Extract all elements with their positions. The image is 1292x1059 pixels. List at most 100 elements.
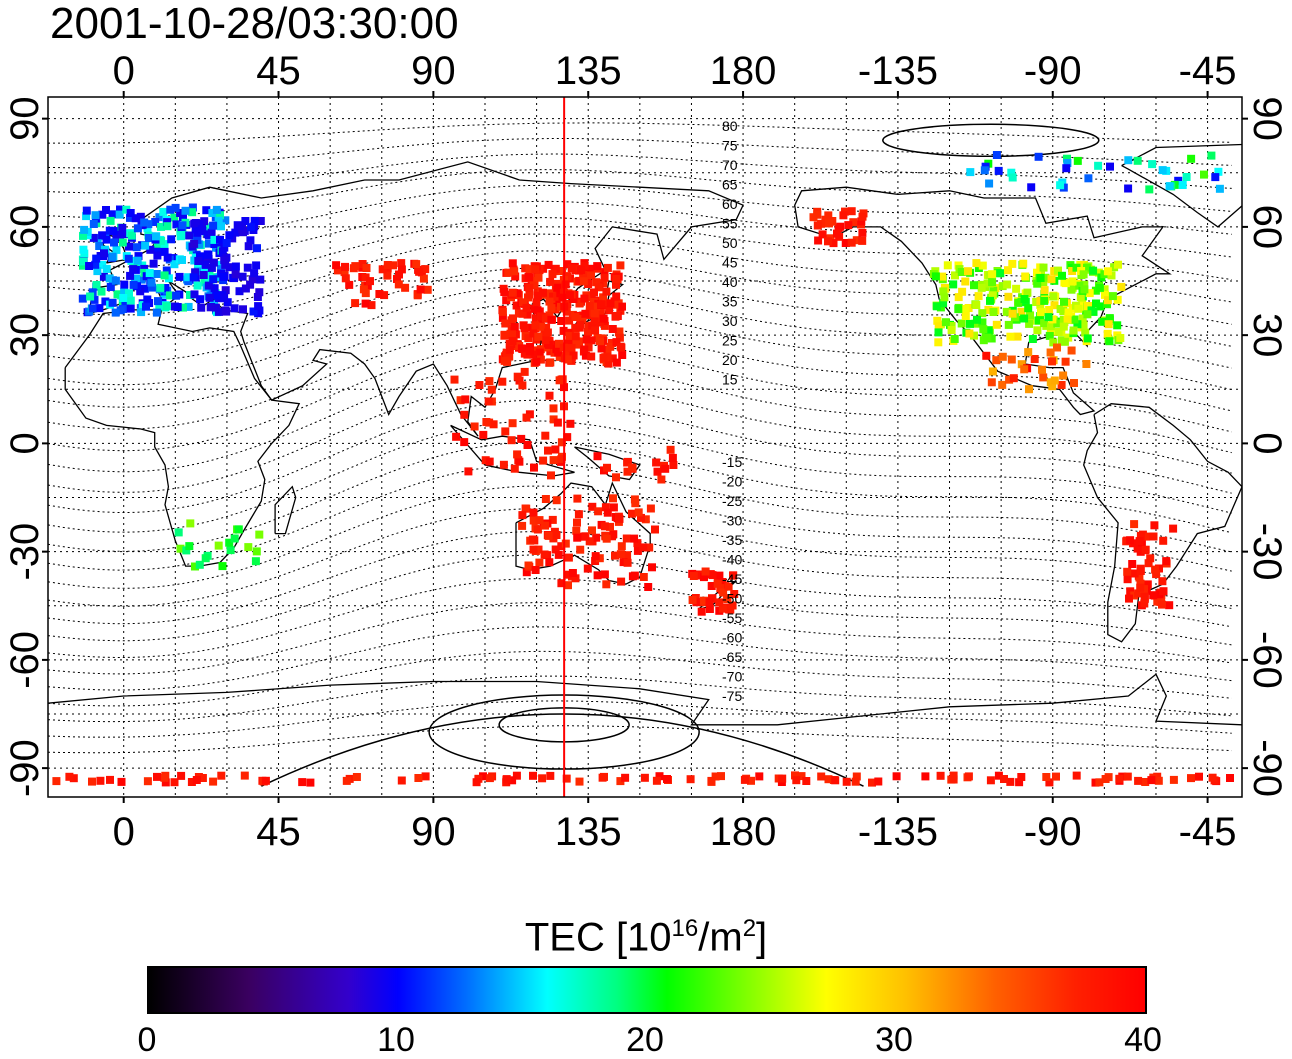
contour-line <box>48 250 1232 340</box>
tec-cell <box>1124 156 1133 165</box>
tec-cell <box>256 217 265 225</box>
tec-cell <box>244 543 253 552</box>
tec-cell <box>218 562 227 571</box>
tec-cell <box>1089 266 1098 275</box>
tec-cell <box>211 303 220 312</box>
tec-cell <box>1133 156 1142 165</box>
tec-cell <box>598 773 607 782</box>
tec-cell <box>1047 275 1056 284</box>
tec-cell <box>612 274 621 283</box>
tec-cell <box>824 237 832 246</box>
tec-cell <box>151 232 160 241</box>
tec-cell <box>1134 776 1143 785</box>
tec-cell <box>143 224 152 233</box>
tec-cell <box>932 302 941 311</box>
tec-cell <box>176 209 185 217</box>
tec-cell <box>857 217 866 226</box>
tec-cell <box>547 315 556 324</box>
tec-cell <box>1046 348 1055 357</box>
tec-cell <box>1008 259 1017 268</box>
tec-cell <box>1116 334 1125 342</box>
tec-cell <box>574 510 583 519</box>
coast-newguinea <box>574 446 641 481</box>
tec-cell <box>612 473 620 482</box>
contour-label: 75 <box>722 138 738 154</box>
tec-cell <box>244 242 253 251</box>
colorbar-tick-0: 0 <box>137 1021 157 1059</box>
tec-cell <box>484 397 493 406</box>
tec-cell <box>608 354 617 363</box>
tec-cell <box>545 391 554 400</box>
tec-cell <box>1135 537 1144 546</box>
tec-cell <box>973 315 981 324</box>
tec-cell <box>145 234 153 242</box>
tec-cell <box>1095 283 1104 292</box>
tec-cell <box>633 539 642 548</box>
tec-cell <box>529 545 538 554</box>
tec-cell <box>207 263 216 272</box>
tec-cell <box>1136 567 1145 575</box>
tec-cell <box>565 316 574 325</box>
tec-cell <box>612 338 621 347</box>
tec-cell <box>1039 373 1048 382</box>
tec-cell <box>602 580 611 589</box>
contour-line <box>48 578 1232 659</box>
left-lat-label: -90 <box>3 739 47 797</box>
tec-cell <box>615 327 624 336</box>
tec-cell <box>588 321 597 330</box>
tec-cell <box>1123 575 1132 584</box>
tec-cell <box>694 571 703 580</box>
tec-cell <box>1126 536 1135 545</box>
tec-cell <box>223 298 232 307</box>
tec-cell <box>155 301 164 310</box>
tec-cell <box>989 308 998 316</box>
tec-cell <box>602 287 611 296</box>
tec-cell <box>512 301 521 310</box>
tec-cell <box>523 441 532 449</box>
tec-cell <box>140 218 149 227</box>
tec-cell <box>212 205 221 214</box>
tec-cell <box>998 282 1007 291</box>
tec-cell <box>1087 306 1096 315</box>
tec-cell <box>129 280 138 289</box>
tec-cell <box>1067 346 1076 355</box>
tec-cell <box>1049 338 1058 347</box>
tec-cell <box>1050 376 1059 385</box>
tec-cell <box>591 557 600 565</box>
tec-cell <box>588 502 597 511</box>
coast-antarctica <box>48 673 1242 726</box>
tec-cell <box>79 245 88 254</box>
tec-cell <box>941 318 950 327</box>
tec-cell <box>557 317 566 325</box>
tec-cell <box>498 307 507 316</box>
tec-cell <box>510 464 519 473</box>
tec-cell <box>611 551 619 560</box>
tec-cell <box>940 293 949 302</box>
tec-cell <box>555 352 564 361</box>
tec-cell <box>715 571 724 580</box>
tec-cell <box>1147 776 1156 785</box>
tec-cell <box>1053 343 1061 352</box>
tec-cell <box>378 265 387 274</box>
tec-cell <box>241 217 250 225</box>
contour-label: -45 <box>722 571 742 587</box>
tec-cell <box>238 272 247 281</box>
tec-cell <box>533 291 542 300</box>
contour-label: 20 <box>722 352 738 368</box>
tec-cell <box>1100 285 1109 294</box>
right-lat-label: 60 <box>1245 205 1289 250</box>
contour-label: 35 <box>722 294 738 310</box>
tec-cell <box>601 503 610 512</box>
tec-cell <box>124 254 133 263</box>
tec-cell <box>172 220 181 229</box>
tec-cell <box>988 270 997 279</box>
tec-cell <box>298 778 307 787</box>
tec-cell <box>892 772 901 781</box>
tec-cell <box>938 272 947 281</box>
tec-cell <box>557 542 566 551</box>
contour-label: -35 <box>722 532 742 548</box>
tec-cell <box>105 274 114 283</box>
bottom-lon-label: 180 <box>710 810 777 854</box>
top-lon-label: 0 <box>113 49 135 93</box>
tec-cell <box>78 294 87 303</box>
